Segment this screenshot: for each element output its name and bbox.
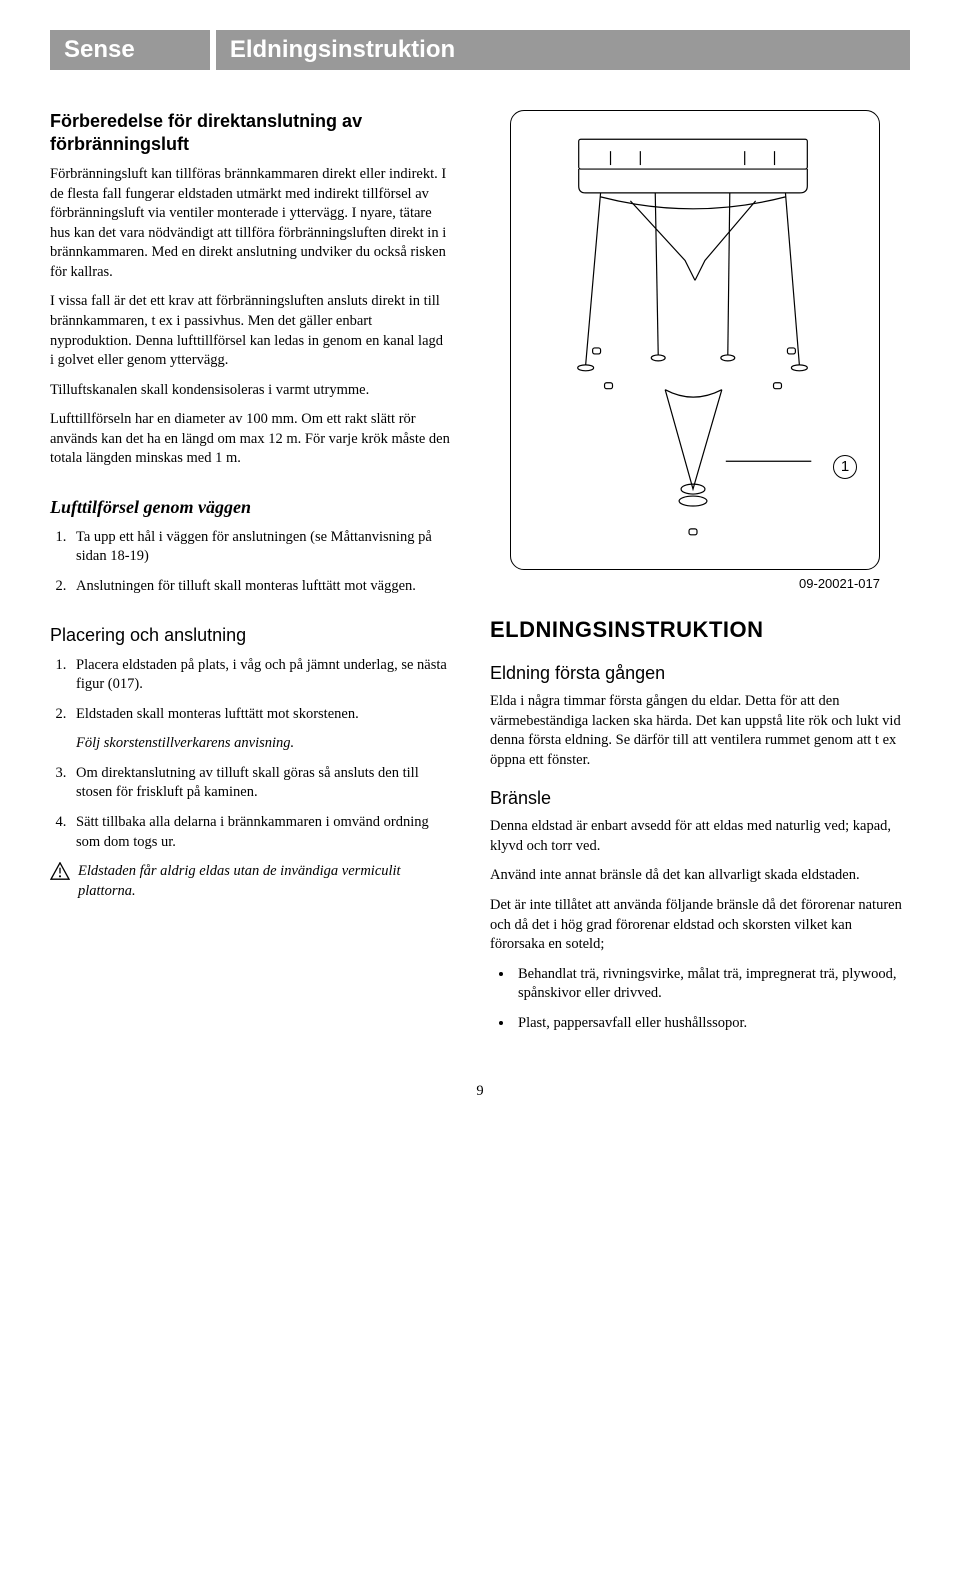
para-fuel-3: Det är inte tillåtet att använda följand… — [490, 896, 910, 955]
warning-text: Eldstaden får aldrig eldas utan de invän… — [78, 862, 450, 901]
heading-instructions: ELDNINGSINSTRUKTION — [490, 617, 910, 643]
place-step-1: Placera eldstaden på plats, i våg och på… — [70, 656, 450, 695]
tab-product: Sense — [50, 30, 210, 70]
fuel-item-1: Behandlat trä, rivningsvirke, målat trä,… — [514, 965, 910, 1004]
figure-stove: 1 — [510, 110, 880, 570]
para-prep-2: I vissa fall är det ett krav att förbrän… — [50, 292, 450, 370]
para-fuel-1: Denna eldstad är enbart avsedd för att e… — [490, 817, 910, 856]
place-step-4: Sätt tillbaka alla delarna i brännkammar… — [70, 813, 450, 852]
place-step-2-text: Eldstaden skall monteras lufttätt mot sk… — [76, 706, 359, 722]
fuel-item-2: Plast, pappersavfall eller hushållssopor… — [514, 1014, 910, 1034]
place-step-3: Om direktanslutning av tilluft skall gör… — [70, 764, 450, 803]
wall-step-2: Anslutningen för tilluft skall monteras … — [70, 577, 450, 597]
figure-code: 09-20021-017 — [490, 576, 880, 591]
warning-icon — [50, 862, 70, 880]
place-step-2: Eldstaden skall monteras lufttätt mot sk… — [70, 705, 450, 754]
fuel-forbidden-list: Behandlat trä, rivningsvirke, målat trä,… — [490, 965, 910, 1034]
tab-section: Eldningsinstruktion — [216, 30, 910, 70]
heading-air-wall: Lufttilförsel genom väggen — [50, 497, 450, 518]
header-tabs: Sense Eldningsinstruktion — [50, 30, 910, 70]
stove-illustration — [531, 131, 859, 549]
wall-steps: Ta upp ett hål i väggen för anslutningen… — [50, 528, 450, 597]
para-prep-3: Tilluftskanalen skall kondensisoleras i … — [50, 381, 450, 401]
warning-row: Eldstaden får aldrig eldas utan de invän… — [50, 862, 450, 901]
para-prep-1: Förbränningsluft kan tillföras brännkamm… — [50, 165, 450, 282]
placement-steps: Placera eldstaden på plats, i våg och på… — [50, 656, 450, 853]
para-prep-4: Lufttillförseln har en diameter av 100 m… — [50, 410, 450, 469]
callout-label-1: 1 — [833, 455, 857, 479]
left-column: Förberedelse för direktanslutning av för… — [50, 110, 450, 1043]
heading-fuel: Bränsle — [490, 788, 910, 809]
right-column: 1 09-20021-017 ELDNINGSINSTRUKTION Eldni… — [490, 110, 910, 1043]
para-first-fire: Elda i några timmar första gången du eld… — [490, 692, 910, 770]
wall-step-1: Ta upp ett hål i väggen för anslutningen… — [70, 528, 450, 567]
page-number: 9 — [50, 1083, 910, 1100]
para-fuel-2: Använd inte annat bränsle då det kan all… — [490, 866, 910, 886]
heading-preparation: Förberedelse för direktanslutning av för… — [50, 110, 450, 155]
place-step-2-sub: Följ skorstenstillverkarens anvisning. — [76, 734, 450, 754]
heading-placement: Placering och anslutning — [50, 625, 450, 646]
heading-first-fire: Eldning första gången — [490, 663, 910, 684]
